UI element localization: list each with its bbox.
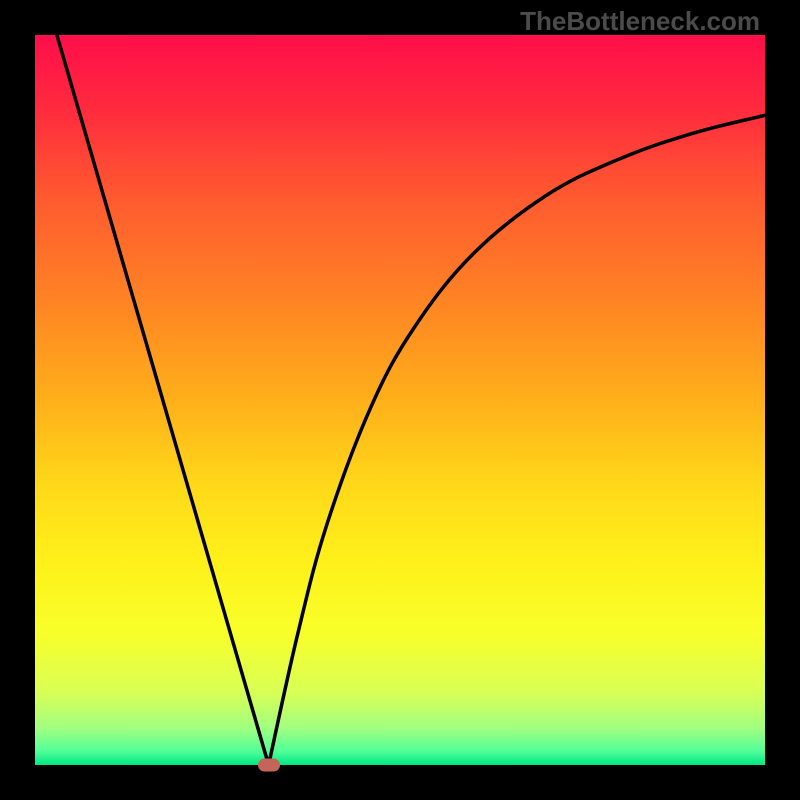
chart-container: TheBottleneck.com [0,0,800,800]
optimum-marker [258,759,280,772]
curve-path [57,35,765,765]
bottleneck-curve [0,0,800,800]
